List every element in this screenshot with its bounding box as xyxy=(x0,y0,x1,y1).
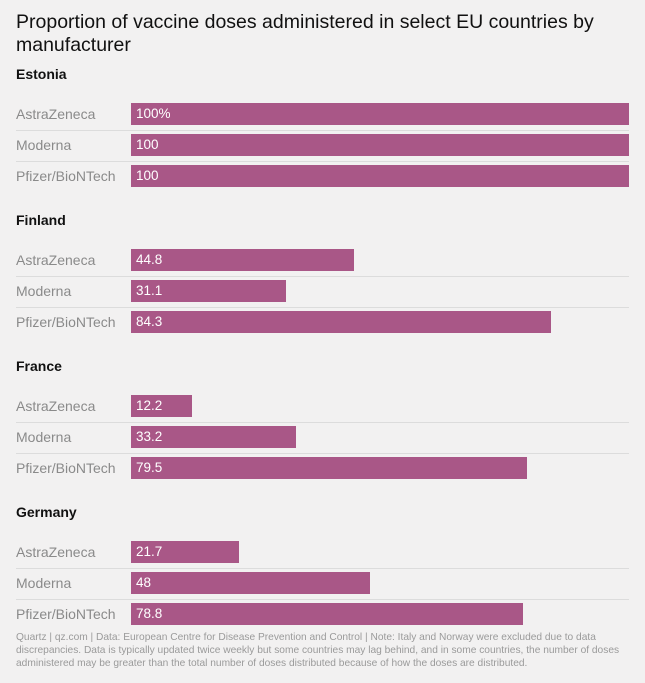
row-divider xyxy=(16,599,629,600)
bar xyxy=(131,457,527,479)
bar-value-label: 44.8 xyxy=(136,252,163,267)
bar-value-label: 48 xyxy=(136,575,152,590)
row-divider xyxy=(16,161,629,162)
bar-value-label: 100 xyxy=(136,168,159,183)
bar xyxy=(131,280,286,302)
bar-row: Moderna 31.1 xyxy=(16,276,629,307)
category-label: Pfizer/BioNTech xyxy=(16,460,116,476)
bar-row: AstraZeneca 21.7 xyxy=(16,537,629,568)
bar-row: Moderna 33.2 xyxy=(16,422,629,453)
bar-value-label: 79.5 xyxy=(136,460,163,475)
bar xyxy=(131,603,523,625)
category-label: Pfizer/BioNTech xyxy=(16,168,116,184)
bar-row: Pfizer/BioNTech 100 xyxy=(16,161,629,192)
category-label: AstraZeneca xyxy=(16,252,96,268)
bar xyxy=(131,103,629,125)
bar-row: Pfizer/BioNTech 79.5 xyxy=(16,453,629,484)
category-label: Moderna xyxy=(16,283,72,299)
group-title: France xyxy=(16,358,62,374)
group-title: Finland xyxy=(16,212,66,228)
bar-row: AstraZeneca 44.8 xyxy=(16,245,629,276)
category-label: Moderna xyxy=(16,137,72,153)
bar-value-label: 33.2 xyxy=(136,429,163,444)
row-divider xyxy=(16,307,629,308)
bar-value-label: 12.2 xyxy=(136,398,163,413)
category-label: Pfizer/BioNTech xyxy=(16,314,116,330)
row-divider xyxy=(16,276,629,277)
bar-value-label: 21.7 xyxy=(136,544,163,559)
bar-value-label: 100 xyxy=(136,137,159,152)
bar-value-label: 100% xyxy=(136,106,171,121)
row-divider xyxy=(16,453,629,454)
group-title: Germany xyxy=(16,504,77,520)
bar-row: Moderna 48 xyxy=(16,568,629,599)
row-divider xyxy=(16,568,629,569)
chart-footnote: Quartz | qz.com | Data: European Centre … xyxy=(16,632,620,669)
bar-row: AstraZeneca 12.2 xyxy=(16,391,629,422)
bar xyxy=(131,165,629,187)
category-label: AstraZeneca xyxy=(16,106,96,122)
bar xyxy=(131,134,629,156)
bar xyxy=(131,572,370,594)
bar xyxy=(131,249,354,271)
bar xyxy=(131,541,239,563)
row-divider xyxy=(16,422,629,423)
row-divider xyxy=(16,130,629,131)
category-label: Moderna xyxy=(16,429,72,445)
category-label: AstraZeneca xyxy=(16,398,96,414)
bar xyxy=(131,426,296,448)
category-label: AstraZeneca xyxy=(16,544,96,560)
bar-row: Pfizer/BioNTech 78.8 xyxy=(16,599,629,630)
bar-value-label: 84.3 xyxy=(136,314,163,329)
category-label: Pfizer/BioNTech xyxy=(16,606,116,622)
bar-row: Moderna 100 xyxy=(16,130,629,161)
group-title: Estonia xyxy=(16,66,67,82)
bar-value-label: 31.1 xyxy=(136,283,163,298)
bar-row: AstraZeneca 100% xyxy=(16,99,629,130)
bar xyxy=(131,395,192,417)
bar xyxy=(131,311,551,333)
bar-value-label: 78.8 xyxy=(136,606,163,621)
bar-row: Pfizer/BioNTech 84.3 xyxy=(16,307,629,338)
chart-title: Proportion of vaccine doses administered… xyxy=(16,11,594,56)
category-label: Moderna xyxy=(16,575,72,591)
